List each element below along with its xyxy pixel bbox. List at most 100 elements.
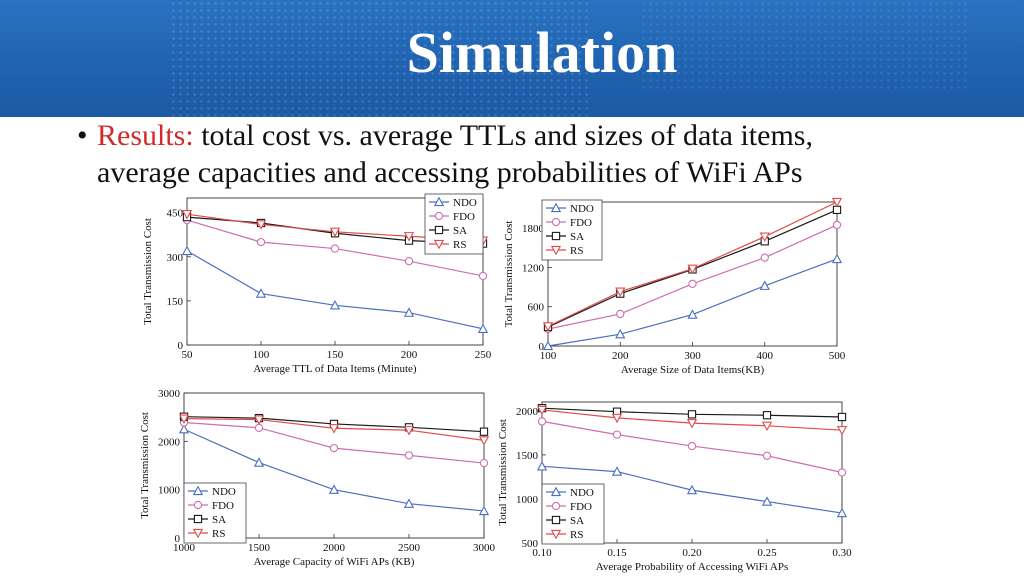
data-point-fdo (832, 220, 842, 230)
data-point-fdo (687, 441, 697, 451)
x-tick-label: 0.15 (607, 547, 627, 559)
legend-label-fdo: FDO (212, 500, 234, 512)
chart-size: 100 200 300 400 500 0 600 1200 1800 Average Size … (503, 197, 846, 376)
legend-marker-rs (433, 239, 445, 250)
y-tick-label: 600 (528, 302, 545, 314)
legend-marker-fdo (551, 501, 561, 511)
x-tick-label: 50 (182, 349, 194, 361)
y-axis-label: Total Transmission Cost (142, 218, 154, 325)
data-point-fdo (537, 417, 547, 426)
data-point-fdo (404, 451, 414, 460)
world-map-decoration (170, 0, 590, 117)
legend-label-sa: SA (570, 231, 584, 243)
x-tick-label: 0.25 (757, 547, 777, 559)
data-point-fdo (404, 257, 414, 266)
data-point-ndo (403, 307, 415, 317)
data-point-rs (542, 322, 554, 332)
y-axis-label: Total Transmission Cost (139, 412, 151, 519)
data-point-ndo (761, 496, 773, 506)
chart-probability: 0.10 0.15 0.20 0.25 0.30 500 1000 1500 2000 Avera… (497, 401, 852, 573)
data-point-rs (403, 232, 415, 242)
x-tick-label: 400 (757, 350, 774, 362)
data-point-rs (328, 424, 340, 434)
chart-capacity: 1000 1500 2000 2500 30000100020003000Average… (139, 388, 496, 568)
data-point-ndo (253, 457, 265, 467)
data-point-rs (253, 415, 265, 425)
legend-marker-fdo (551, 217, 561, 227)
data-point-rs (478, 436, 490, 446)
bullet-lead: Results: (97, 119, 194, 152)
data-point-fdo (478, 271, 488, 281)
y-tick-label: 450 (167, 208, 184, 220)
x-tick-label: 2000 (323, 542, 346, 554)
y-tick-label: 300 (167, 252, 184, 264)
data-point-sa (479, 427, 489, 436)
data-point-ndo (611, 466, 623, 476)
x-tick-label: 0.30 (832, 547, 852, 559)
slide-title: Simulation (406, 20, 678, 85)
data-point-sa (837, 412, 847, 422)
y-tick-label: 1000 (516, 494, 539, 506)
x-tick-label: 3000 (473, 542, 496, 554)
y-tick-label: 0 (178, 340, 184, 352)
chart-ttl: 50 100 150 200 250 0 150 300 450 Average TTL of D… (142, 193, 492, 375)
data-point-ndo (615, 328, 626, 339)
legend-marker-sa (551, 231, 561, 241)
x-tick-label: 100 (540, 350, 557, 362)
data-point-ndo (181, 245, 193, 256)
data-point-ndo (328, 484, 340, 494)
x-tick-label: 500 (829, 350, 846, 362)
data-point-rs (687, 264, 698, 275)
x-tick-label: 1500 (248, 542, 271, 554)
data-point-rs (403, 426, 415, 436)
legend-marker-rs (550, 245, 562, 256)
x-tick-label: 2500 (398, 542, 421, 554)
data-point-ndo (255, 288, 267, 298)
data-point-rs (181, 210, 193, 220)
y-tick-label: 2000 (516, 406, 539, 418)
legend-marker-ndo (192, 485, 204, 496)
data-point-fdo (612, 430, 622, 439)
legend-label-sa: SA (453, 225, 467, 237)
data-point-ndo (687, 309, 698, 319)
y-axis-label: Total Transmission Cost (497, 419, 509, 526)
x-axis-label: Average Capacity of WiFi APs (KB) (254, 556, 415, 568)
x-tick-label: 200 (401, 349, 418, 361)
legend-marker-ndo (550, 202, 562, 213)
x-tick-label: 200 (612, 350, 629, 362)
x-tick-label: 300 (684, 350, 701, 362)
data-point-sa (687, 410, 697, 419)
bullet-line-2: average capacities and accessing probabi… (97, 156, 803, 189)
data-point-fdo (329, 443, 339, 453)
data-point-fdo (330, 244, 340, 253)
legend-marker-rs (550, 529, 562, 540)
legend-marker-fdo (193, 500, 203, 510)
legend-marker-fdo (434, 211, 444, 221)
legend-marker-ndo (433, 196, 445, 207)
legend-label-fdo: FDO (570, 501, 592, 513)
y-tick-label: 0 (539, 341, 545, 353)
legend-label-rs: RS (212, 528, 225, 540)
data-point-ndo (403, 498, 415, 508)
data-point-rs (686, 418, 698, 429)
legend-marker-rs (192, 528, 204, 539)
legend-label-sa: SA (212, 514, 226, 526)
legend-label-ndo: NDO (570, 203, 594, 215)
legend-marker-sa (434, 225, 444, 235)
series-line-ndo (186, 250, 484, 330)
y-tick-label: 150 (167, 296, 184, 308)
y-tick-label: 1200 (522, 262, 545, 274)
legend-marker-ndo (550, 486, 562, 497)
data-point-ndo (478, 505, 490, 516)
bullet-line-1: Results: total cost vs. average TTLs and… (97, 117, 813, 155)
title-banner: Simulation (0, 0, 1024, 117)
x-tick-label: 250 (475, 349, 492, 361)
y-tick-label: 1500 (516, 450, 539, 462)
data-point-ndo (542, 340, 554, 351)
y-tick-label: 0 (175, 533, 181, 545)
data-point-rs (836, 426, 848, 436)
y-tick-label: 1800 (522, 223, 545, 235)
data-point-ndo (759, 280, 770, 290)
bullet-text-1: total cost vs. average TTLs and sizes of… (193, 119, 813, 152)
bullet-dot-icon: • (77, 119, 88, 152)
